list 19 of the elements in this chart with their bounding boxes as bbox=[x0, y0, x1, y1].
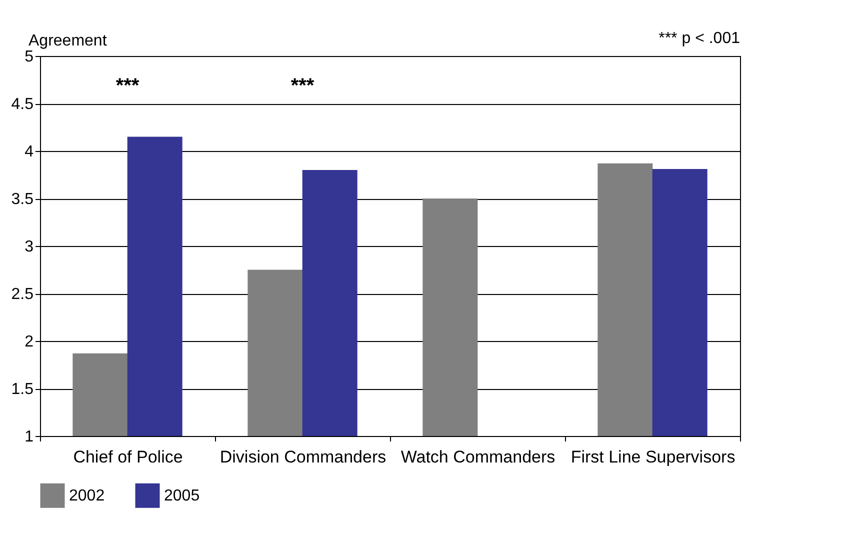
y-tick-label: 2.5 bbox=[11, 286, 34, 303]
y-tick-label: 2 bbox=[24, 334, 34, 350]
legend-label: 2005 bbox=[164, 488, 200, 505]
y-tick-label: 1 bbox=[24, 428, 34, 446]
y-tick-label: 5 bbox=[24, 48, 34, 66]
y-axis-title: Agreement bbox=[28, 32, 108, 50]
y-tick-label: 4 bbox=[24, 144, 34, 160]
y-tick-label: 4.5 bbox=[11, 96, 34, 113]
annotation: *** bbox=[116, 75, 140, 97]
y-tick-label: 3.5 bbox=[11, 191, 34, 208]
x-tick-label: First Line Supervisors bbox=[570, 448, 736, 466]
text: *** p < .001 bbox=[658, 30, 740, 47]
y-tick-label: 3 bbox=[24, 238, 34, 256]
y-tick-label: 1.5 bbox=[11, 381, 34, 398]
legend-label: 2002 bbox=[69, 488, 105, 505]
annotation: *** bbox=[290, 75, 314, 97]
x-tick-label: Watch Commanders bbox=[400, 448, 556, 466]
x-tick-label: Division Commanders bbox=[220, 448, 386, 466]
x-tick-label: Chief of Police bbox=[73, 448, 183, 466]
